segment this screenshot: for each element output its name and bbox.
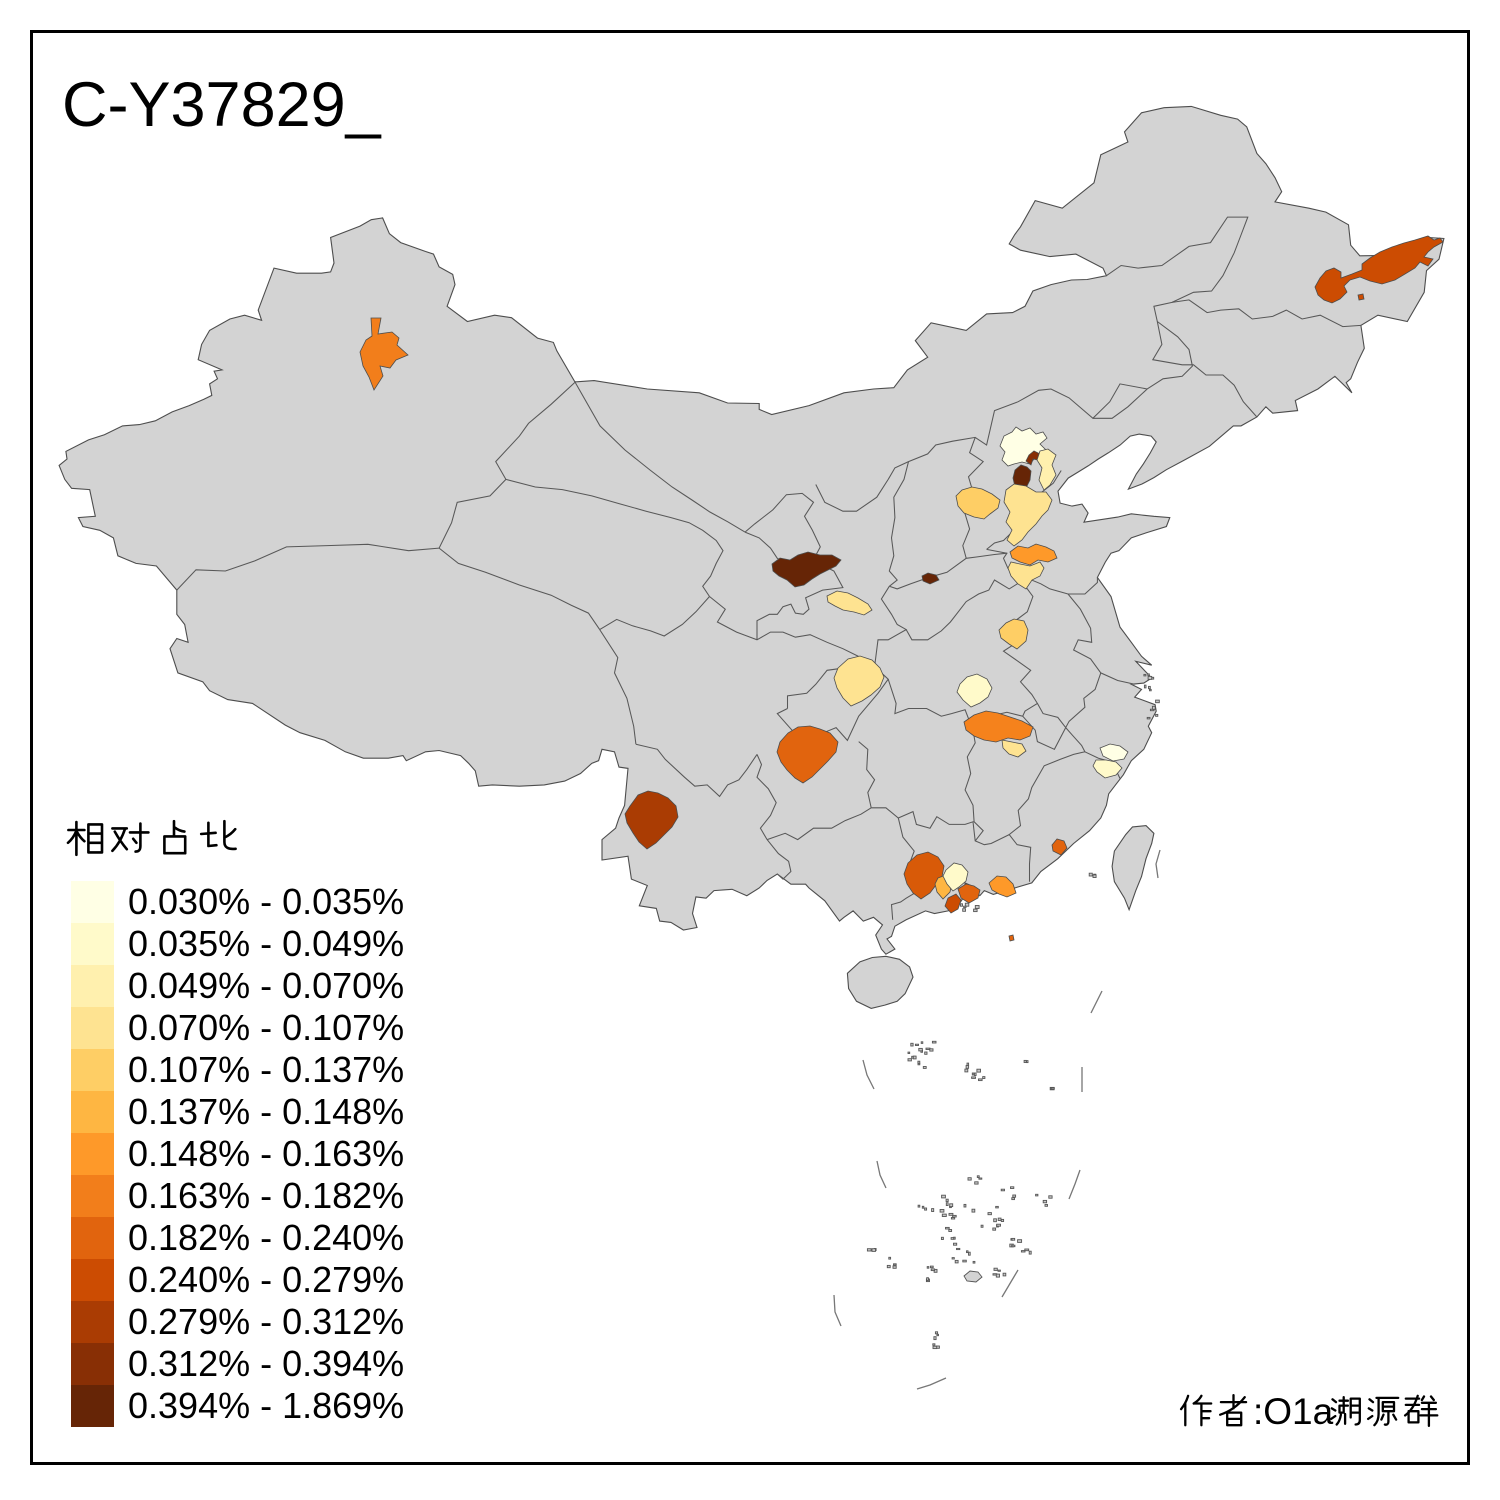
svg-text:C-Y37829_: C-Y37829_ (62, 70, 382, 140)
svg-text::O1a: :O1a (1253, 1391, 1334, 1432)
svg-text:0.107% - 0.137%: 0.107% - 0.137% (128, 1049, 404, 1090)
svg-text:0.030% - 0.035%: 0.030% - 0.035% (128, 881, 404, 922)
svg-text:0.163% - 0.182%: 0.163% - 0.182% (128, 1175, 404, 1216)
svg-text:0.312% - 0.394%: 0.312% - 0.394% (128, 1343, 404, 1384)
svg-text:0.240% - 0.279%: 0.240% - 0.279% (128, 1259, 404, 1300)
svg-text:0.394% - 1.869%: 0.394% - 1.869% (128, 1385, 404, 1426)
svg-text:0.049% - 0.070%: 0.049% - 0.070% (128, 965, 404, 1006)
svg-text:0.035% - 0.049%: 0.035% - 0.049% (128, 923, 404, 964)
svg-text:0.182% - 0.240%: 0.182% - 0.240% (128, 1217, 404, 1258)
svg-text:0.137% - 0.148%: 0.137% - 0.148% (128, 1091, 404, 1132)
svg-text:0.279% - 0.312%: 0.279% - 0.312% (128, 1301, 404, 1342)
svg-text:0.148% - 0.163%: 0.148% - 0.163% (128, 1133, 404, 1174)
svg-text:0.070% - 0.107%: 0.070% - 0.107% (128, 1007, 404, 1048)
